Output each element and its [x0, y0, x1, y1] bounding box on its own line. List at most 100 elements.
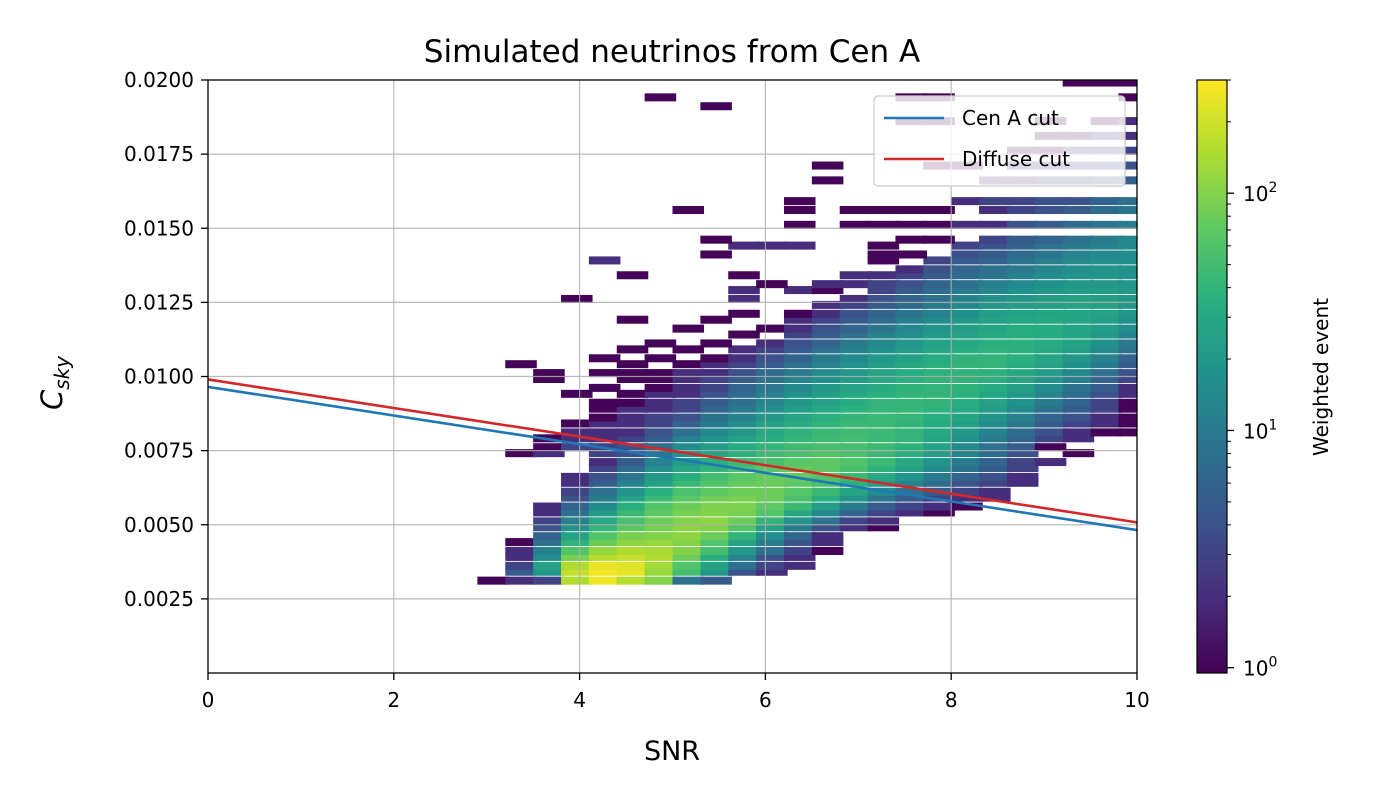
heatmap-cell [1118, 345, 1137, 354]
heatmap-cell [533, 546, 565, 555]
x-tick-label: 10 [1124, 688, 1149, 712]
heatmap-cell [867, 472, 900, 481]
heatmap-cell [1034, 413, 1067, 422]
heatmap-cell [700, 487, 732, 496]
heatmap-cell [1062, 413, 1095, 422]
heatmap-cell [1118, 294, 1137, 303]
heatmap-cell [756, 280, 788, 289]
heatmap-cell [811, 463, 844, 472]
heatmap-cell [1090, 220, 1123, 229]
heatmap-cell [895, 235, 927, 244]
heatmap-cell [1118, 131, 1137, 140]
heatmap-cell [811, 339, 844, 348]
heatmap-cell [951, 309, 983, 318]
heatmap-cell [700, 532, 732, 541]
heatmap-cell [867, 294, 900, 303]
heatmap-cell [895, 389, 927, 398]
heatmap-cell [533, 561, 565, 570]
heatmap-cell [895, 449, 927, 458]
heatmap-cell [588, 383, 621, 392]
heatmap-cell [1090, 197, 1123, 206]
heatmap-cell [923, 389, 955, 398]
heatmap-cell [1006, 389, 1039, 398]
heatmap-cell [728, 413, 760, 422]
heatmap-cell [700, 235, 732, 244]
heatmap-cell [616, 561, 649, 570]
heatmap-cell [728, 419, 760, 428]
heatmap-cell [979, 271, 1011, 280]
heatmap-cell [951, 339, 983, 348]
heatmap-cell [728, 330, 760, 339]
heatmap-cell [588, 508, 621, 517]
heatmap-cell [616, 428, 649, 437]
heatmap-cell [644, 369, 677, 378]
heatmap-cell [505, 561, 537, 570]
heatmap-cell [1006, 271, 1039, 280]
heatmap-cell [1034, 375, 1067, 384]
heatmap-cell [756, 345, 788, 354]
heatmap-cell [811, 375, 844, 384]
heatmap-cell [951, 330, 983, 339]
heatmap-cell [588, 449, 621, 458]
heatmap-cell [811, 286, 844, 295]
heatmap-cell [867, 419, 900, 428]
heatmap-cell [1034, 354, 1067, 363]
heatmap-cell [839, 369, 872, 378]
heatmap-cell [1090, 271, 1123, 280]
heatmap-cell [700, 478, 732, 487]
heatmap-cell [923, 315, 955, 324]
heatmap-cell [1006, 443, 1039, 452]
heatmap-cell [951, 404, 983, 413]
heatmap-cell [728, 428, 760, 437]
heatmap-cell [1090, 280, 1123, 289]
heatmap-cell [867, 449, 900, 458]
heatmap-cell [1062, 197, 1095, 206]
heatmap-cell [867, 428, 900, 437]
heatmap-cell [1062, 300, 1095, 309]
heatmap-cell [533, 532, 565, 541]
heatmap-cell [700, 552, 732, 561]
heatmap-cell [867, 493, 900, 502]
heatmap-cell [1006, 330, 1039, 339]
heatmap-cell [783, 552, 816, 561]
heatmap-cell [756, 561, 788, 570]
heatmap-cell [895, 508, 927, 517]
heatmap-cell [1034, 235, 1067, 244]
y-tick-label: 0.0125 [124, 290, 194, 314]
heatmap-cell [895, 280, 927, 289]
heatmap-cell [644, 383, 677, 392]
heatmap-cell [951, 324, 983, 333]
heatmap-cell [616, 458, 649, 467]
heatmap-cell [979, 345, 1011, 354]
heatmap-cell [811, 398, 844, 407]
heatmap-cell [979, 375, 1011, 384]
heatmap-cell [979, 434, 1011, 443]
heatmap-cell [895, 286, 927, 295]
heatmap-cell [783, 241, 816, 250]
heatmap-cell [839, 472, 872, 481]
heatmap-cell [700, 463, 732, 472]
heatmap-cell [783, 345, 816, 354]
heatmap-cell [561, 493, 593, 502]
heatmap-cell [923, 271, 955, 280]
heatmap-cell [672, 472, 705, 481]
heatmap-cell [1062, 434, 1095, 443]
heatmap-cell [1006, 463, 1039, 472]
heatmap-cell [951, 241, 983, 250]
heatmap-cell [783, 458, 816, 467]
heatmap-cell [588, 502, 621, 511]
heatmap-cell [783, 463, 816, 472]
heatmap-cell [923, 345, 955, 354]
heatmap-cell [561, 552, 593, 561]
heatmap-cell [895, 300, 927, 309]
heatmap-cell [728, 375, 760, 384]
heatmap-cell [644, 443, 677, 452]
heatmap-cell [561, 434, 593, 443]
heatmap-cell [811, 419, 844, 428]
heatmap-cell [672, 508, 705, 517]
heatmap-cell [588, 398, 621, 407]
heatmap-cell [839, 493, 872, 502]
heatmap-cell [477, 576, 509, 585]
heatmap-cell [616, 517, 649, 526]
